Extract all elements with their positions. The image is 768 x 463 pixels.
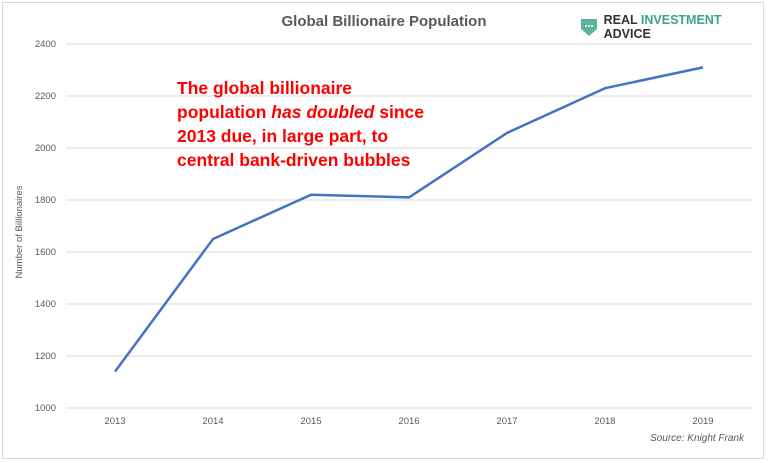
x-tick-label: 2013 [104,416,125,427]
y-tick-label: 1600 [35,247,56,258]
logo-text: ADVICE [603,27,651,41]
annotation-line: 2013 due, in large part, to [177,126,389,146]
x-tick-label: 2016 [398,416,419,427]
y-tick-label: 2000 [35,143,56,154]
y-tick-label: 1400 [35,299,56,310]
annotation-line: The global billionaire [177,78,353,98]
chart-title: Global Billionaire Population [281,13,487,30]
y-tick-label: 1800 [35,195,56,206]
chart-frame [2,2,764,459]
y-axis-label: Number of Billionaires [14,185,25,278]
x-tick-label: 2017 [496,416,517,427]
annotation-line: population has doubled since [177,100,424,124]
shield-icon [581,19,597,36]
source-note: Source: Knight Frank [650,433,744,444]
logo-text: INVESTMENT [640,13,722,27]
annotation-text: since [374,102,424,122]
y-tick-label: 2400 [35,39,56,50]
annotation-line: central bank-driven bubbles [177,150,411,170]
y-tick-label: 1000 [35,403,56,414]
x-tick-label: 2018 [594,416,615,427]
logo-text: REAL [603,13,641,27]
annotation-text: population [177,102,272,122]
logo: REAL INVESTMENT ADVICE [580,13,768,41]
x-tick-label: 2014 [202,416,223,427]
y-tick-label: 2200 [35,91,56,102]
annotation: The global billionaire population has do… [177,76,424,172]
y-tick-label: 1200 [35,351,56,362]
annotation-emphasis: has doubled [271,102,375,122]
x-tick-label: 2019 [692,416,713,427]
x-tick-label: 2015 [300,416,321,427]
